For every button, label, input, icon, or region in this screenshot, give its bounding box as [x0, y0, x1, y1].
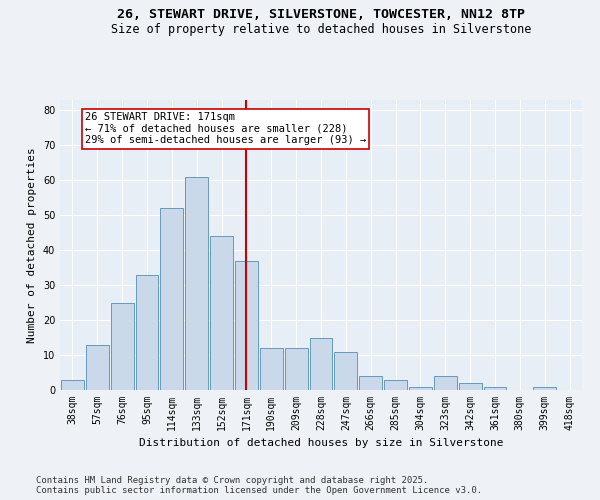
Bar — [484, 386, 506, 390]
Bar — [310, 338, 332, 390]
Y-axis label: Number of detached properties: Number of detached properties — [27, 147, 37, 343]
Bar — [359, 376, 382, 390]
Bar — [136, 274, 158, 390]
Bar — [459, 383, 482, 390]
Bar — [160, 208, 183, 390]
Bar — [409, 386, 432, 390]
Bar — [533, 386, 556, 390]
Bar — [111, 302, 134, 390]
Text: Size of property relative to detached houses in Silverstone: Size of property relative to detached ho… — [111, 22, 531, 36]
Text: Contains HM Land Registry data © Crown copyright and database right 2025.
Contai: Contains HM Land Registry data © Crown c… — [36, 476, 482, 495]
Bar — [61, 380, 84, 390]
Text: Distribution of detached houses by size in Silverstone: Distribution of detached houses by size … — [139, 438, 503, 448]
Bar — [384, 380, 407, 390]
Bar — [86, 344, 109, 390]
Bar — [285, 348, 308, 390]
Bar — [235, 260, 258, 390]
Bar — [434, 376, 457, 390]
Bar — [185, 177, 208, 390]
Bar — [210, 236, 233, 390]
Bar — [334, 352, 357, 390]
Text: 26, STEWART DRIVE, SILVERSTONE, TOWCESTER, NN12 8TP: 26, STEWART DRIVE, SILVERSTONE, TOWCESTE… — [117, 8, 525, 20]
Text: 26 STEWART DRIVE: 171sqm
← 71% of detached houses are smaller (228)
29% of semi-: 26 STEWART DRIVE: 171sqm ← 71% of detach… — [85, 112, 366, 146]
Bar — [260, 348, 283, 390]
